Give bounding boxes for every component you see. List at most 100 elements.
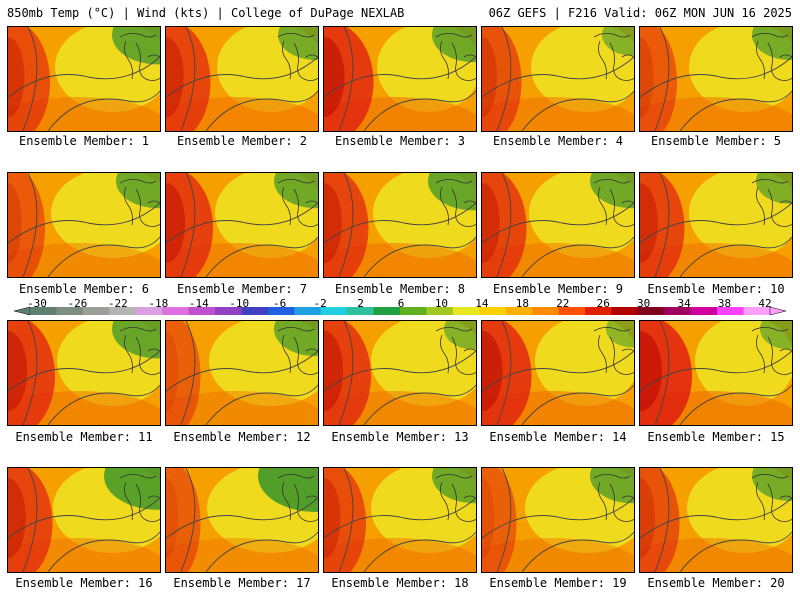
ensemble-map-3 bbox=[323, 26, 477, 132]
colorbar-tick-label: 42 bbox=[758, 297, 772, 310]
great-lakes-outline bbox=[119, 33, 160, 81]
colorbar-swatch bbox=[532, 307, 560, 315]
height-contour bbox=[496, 468, 512, 572]
ensemble-map-20 bbox=[639, 467, 793, 573]
temperature-field bbox=[482, 173, 634, 277]
colorbar-tick-label: -6 bbox=[273, 297, 287, 310]
great-lakes-outline bbox=[751, 33, 792, 81]
colorbar-swatch bbox=[30, 307, 57, 315]
colorbar-swatch bbox=[558, 307, 586, 315]
great-lakes-outline bbox=[593, 33, 634, 81]
ensemble-member-label: Ensemble Member: 15 bbox=[647, 430, 785, 444]
colorbar-swatch bbox=[82, 307, 110, 315]
ensemble-map-18 bbox=[323, 467, 477, 573]
great-lakes-outline bbox=[277, 33, 318, 81]
colorbar-tick-label: -26 bbox=[67, 297, 88, 310]
height-contour bbox=[482, 497, 634, 539]
temperature-field bbox=[8, 468, 160, 572]
height-contour bbox=[166, 497, 318, 539]
colorbar-tick-label: -2 bbox=[313, 297, 327, 310]
height-contour bbox=[363, 384, 476, 425]
temperature-field bbox=[482, 27, 634, 131]
ensemble-map-5 bbox=[639, 26, 793, 132]
ensemble-map-4 bbox=[481, 26, 635, 132]
height-contour bbox=[482, 202, 634, 244]
ensemble-map-14 bbox=[481, 320, 635, 426]
ensemble-map-7 bbox=[165, 172, 319, 278]
ensemble-member-label: Ensemble Member: 1 bbox=[18, 134, 150, 148]
ensemble-member-label: Ensemble Member: 12 bbox=[173, 430, 311, 444]
ensemble-map-16 bbox=[7, 467, 161, 573]
colorbar-tick-label: -14 bbox=[188, 297, 209, 310]
height-contour bbox=[324, 350, 476, 392]
height-contour bbox=[47, 384, 160, 425]
temperature-field bbox=[640, 173, 792, 277]
colorbar-swatch bbox=[743, 307, 771, 315]
ensemble-map-17 bbox=[165, 467, 319, 573]
ensemble-member-label: Ensemble Member: 3 bbox=[334, 134, 466, 148]
ensemble-member-label: Ensemble Member: 16 bbox=[15, 576, 153, 590]
colorbar-swatch bbox=[320, 307, 348, 315]
colorbar-swatch bbox=[135, 307, 163, 315]
ensemble-member-label: Ensemble Member: 17 bbox=[173, 576, 311, 590]
colorbar-tick-label: 34 bbox=[677, 297, 691, 310]
height-contour bbox=[640, 56, 792, 98]
height-contour bbox=[47, 90, 160, 131]
ensemble-member-label: Ensemble Member: 13 bbox=[331, 430, 469, 444]
colorbar-tick-label: 18 bbox=[515, 297, 529, 310]
colorbar-swatch bbox=[347, 307, 375, 315]
colorbar-tick-label: 10 bbox=[434, 297, 449, 310]
colorbar-tick-label: 26 bbox=[596, 297, 610, 310]
colorbar-swatch bbox=[479, 307, 507, 315]
temperature-field bbox=[640, 27, 792, 131]
colorbar-swatch bbox=[162, 307, 190, 315]
height-contour bbox=[205, 90, 318, 131]
great-lakes-outline bbox=[593, 474, 634, 522]
temperature-field bbox=[166, 468, 318, 572]
ensemble-map-8 bbox=[323, 172, 477, 278]
colorbar-tick-label: 38 bbox=[717, 297, 732, 310]
height-contour bbox=[47, 531, 160, 572]
colorbar-swatch bbox=[215, 307, 242, 315]
ensemble-map-9 bbox=[481, 172, 635, 278]
temperature-field bbox=[640, 321, 792, 425]
ensemble-member-label: Ensemble Member: 5 bbox=[650, 134, 782, 148]
temperature-field bbox=[482, 321, 634, 425]
colorbar-swatch bbox=[637, 307, 665, 315]
height-contour bbox=[338, 468, 354, 572]
height-contour bbox=[338, 173, 354, 277]
height-contour bbox=[640, 202, 792, 244]
ensemble-map-11 bbox=[7, 320, 161, 426]
colorbar-swatch bbox=[664, 307, 692, 315]
temperature-field bbox=[166, 321, 318, 425]
temperature-field bbox=[166, 173, 318, 277]
colorbar-tick-label: -22 bbox=[107, 297, 128, 310]
colorbar-swatch bbox=[400, 307, 427, 315]
height-contour bbox=[180, 321, 196, 425]
height-contour bbox=[166, 350, 318, 392]
colorbar-swatch bbox=[373, 307, 401, 315]
colorbar-swatch bbox=[241, 307, 269, 315]
height-contour bbox=[324, 202, 476, 244]
great-lakes-outline bbox=[277, 179, 318, 227]
colorbar-tick-label: 30 bbox=[637, 297, 651, 310]
temperature-field bbox=[8, 173, 160, 277]
height-contour bbox=[640, 497, 792, 539]
great-lakes-outline bbox=[119, 179, 160, 227]
great-lakes-outline bbox=[277, 474, 318, 522]
ensemble-member-label: Ensemble Member: 9 bbox=[492, 282, 624, 296]
colorbar-tick-label: 22 bbox=[556, 297, 570, 310]
height-contour bbox=[47, 236, 160, 277]
ensemble-map-19 bbox=[481, 467, 635, 573]
height-contour bbox=[654, 468, 670, 572]
temperature-field bbox=[166, 27, 318, 131]
ensemble-map-15 bbox=[639, 320, 793, 426]
great-lakes-outline bbox=[435, 179, 476, 227]
height-contour bbox=[180, 27, 196, 131]
temperature-field bbox=[482, 468, 634, 572]
height-contour bbox=[654, 27, 670, 131]
map-title: 850mb Temp (°C) | Wind (kts) | College o… bbox=[7, 6, 405, 20]
height-contour bbox=[166, 56, 318, 98]
colorbar-swatch bbox=[611, 307, 639, 315]
height-contour bbox=[679, 236, 792, 277]
